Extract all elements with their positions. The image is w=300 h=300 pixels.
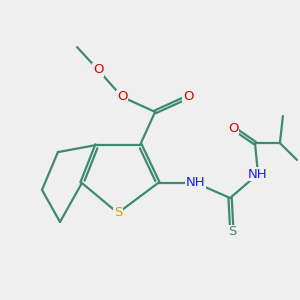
Text: NH: NH (248, 167, 268, 181)
Text: O: O (228, 122, 238, 135)
Text: S: S (228, 225, 236, 239)
Text: S: S (114, 206, 122, 220)
Text: NH: NH (186, 176, 206, 190)
Text: O: O (93, 63, 103, 76)
Text: O: O (183, 90, 194, 104)
Text: O: O (117, 90, 128, 104)
